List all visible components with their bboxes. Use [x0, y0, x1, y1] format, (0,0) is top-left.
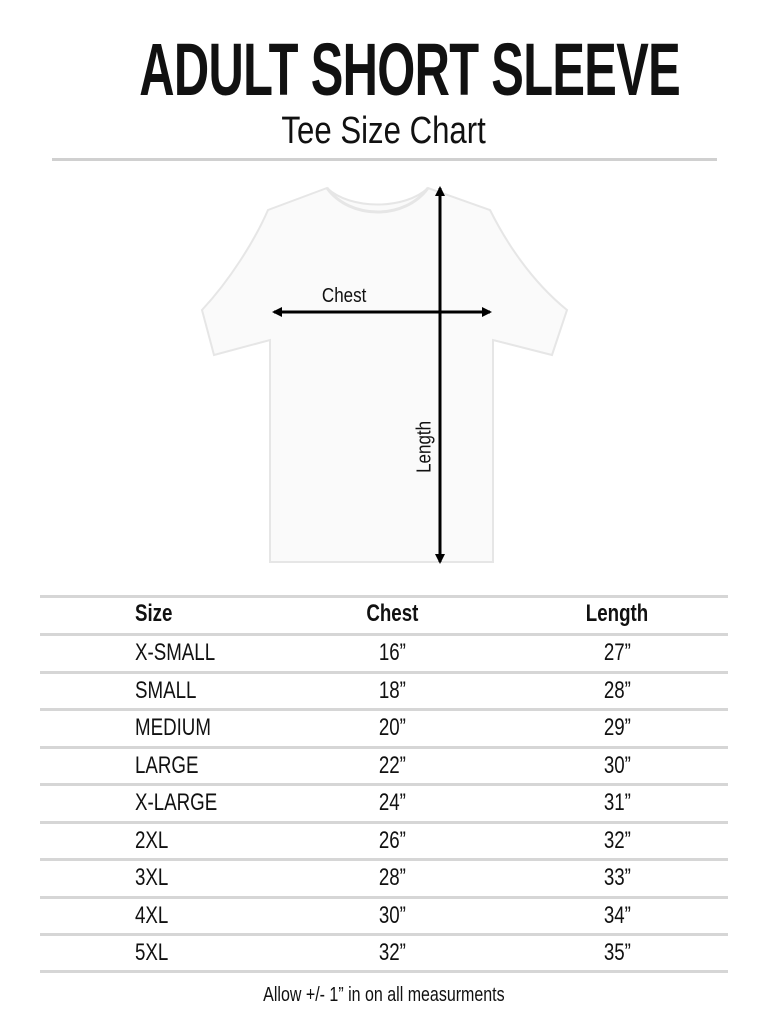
cell-length-text: 27”: [603, 639, 631, 666]
cell-size: 5XL: [135, 938, 178, 968]
cell-size: X-LARGE: [135, 788, 240, 818]
tshirt-diagram: [200, 186, 569, 564]
cell-chest-text: 30”: [378, 901, 406, 929]
table-rule: [40, 783, 728, 786]
cell-length-text: 30”: [603, 751, 631, 779]
cell-chest: 16”: [342, 638, 442, 668]
cell-size-text: LARGE: [135, 751, 199, 779]
cell-size: 4XL: [135, 901, 178, 931]
cell-length: 30”: [567, 751, 667, 781]
cell-size: LARGE: [135, 751, 216, 781]
footer-note-text: Allow +/- 1” in on all measurments: [263, 984, 505, 1006]
table-rule: [40, 671, 728, 674]
cell-size-text: 3XL: [135, 864, 169, 891]
cell-chest-text: 20”: [378, 714, 406, 741]
table-rule: [40, 821, 728, 824]
cell-size: SMALL: [135, 676, 214, 706]
header-length: Length: [567, 599, 667, 629]
cell-chest-text: 28”: [378, 864, 406, 891]
cell-chest: 32”: [342, 938, 442, 968]
tshirt-shape: [200, 186, 569, 563]
table-rule: [40, 746, 728, 749]
table-rule: [40, 970, 728, 973]
table-rule: [40, 708, 728, 711]
cell-length: 35”: [567, 938, 667, 968]
cell-length: 33”: [567, 863, 667, 893]
chest-label: Chest: [318, 285, 370, 308]
cell-length: 28”: [567, 676, 667, 706]
cell-length-text: 29”: [603, 714, 631, 741]
collar: [325, 187, 430, 214]
page-subtitle: Tee Size Chart: [0, 110, 768, 152]
cell-length: 27”: [567, 638, 667, 668]
cell-size-text: 4XL: [135, 901, 169, 929]
cell-length: 31”: [567, 788, 667, 818]
cell-chest: 30”: [342, 901, 442, 931]
header-size-text: Size: [135, 600, 173, 627]
table-rule: [40, 633, 728, 636]
cell-length-text: 34”: [603, 901, 631, 929]
cell-size-text: X-LARGE: [135, 789, 218, 816]
cell-chest: 26”: [342, 826, 442, 856]
cell-length: 32”: [567, 826, 667, 856]
page-title-text: ADULT SHORT SLEEVE: [139, 28, 681, 111]
cell-length-text: 31”: [603, 789, 631, 816]
cell-chest-text: 24”: [378, 789, 406, 816]
table-rule: [40, 858, 728, 861]
cell-length-text: 32”: [603, 826, 631, 854]
table-rule: [40, 595, 728, 598]
cell-chest-text: 22”: [378, 751, 406, 779]
cell-size: MEDIUM: [135, 713, 232, 743]
page-title: ADULT SHORT SLEEVE: [0, 30, 768, 110]
cell-length-text: 33”: [603, 864, 631, 891]
page-subtitle-text: Tee Size Chart: [281, 110, 487, 152]
chest-label-text: Chest: [321, 285, 367, 307]
length-label-text: Length: [413, 420, 436, 473]
cell-size: 2XL: [135, 826, 178, 856]
cell-length: 34”: [567, 901, 667, 931]
divider: [52, 158, 717, 161]
header-size: Size: [135, 599, 183, 629]
cell-chest-text: 18”: [378, 676, 406, 704]
table-rule: [40, 896, 728, 899]
cell-length-text: 35”: [603, 938, 631, 966]
cell-chest-text: 16”: [378, 639, 406, 666]
cell-chest-text: 32”: [378, 938, 406, 966]
table-rule: [40, 933, 728, 936]
cell-size-text: MEDIUM: [135, 714, 211, 741]
header-chest-text: Chest: [365, 600, 419, 627]
header-chest: Chest: [342, 599, 442, 629]
cell-size: X-SMALL: [135, 638, 238, 668]
cell-chest: 20”: [342, 713, 442, 743]
cell-size-text: SMALL: [135, 676, 197, 704]
length-label: Length: [414, 407, 437, 487]
cell-chest: 18”: [342, 676, 442, 706]
header-length-text: Length: [585, 600, 649, 627]
cell-length-text: 28”: [603, 676, 631, 704]
cell-chest-text: 26”: [378, 826, 406, 854]
cell-chest: 24”: [342, 788, 442, 818]
cell-size-text: X-SMALL: [135, 639, 216, 666]
cell-chest: 22”: [342, 751, 442, 781]
cell-size: 3XL: [135, 863, 178, 893]
footer-note: Allow +/- 1” in on all measurments: [0, 984, 768, 1007]
cell-chest: 28”: [342, 863, 442, 893]
cell-size-text: 5XL: [135, 938, 169, 966]
cell-size-text: 2XL: [135, 826, 169, 854]
cell-length: 29”: [567, 713, 667, 743]
